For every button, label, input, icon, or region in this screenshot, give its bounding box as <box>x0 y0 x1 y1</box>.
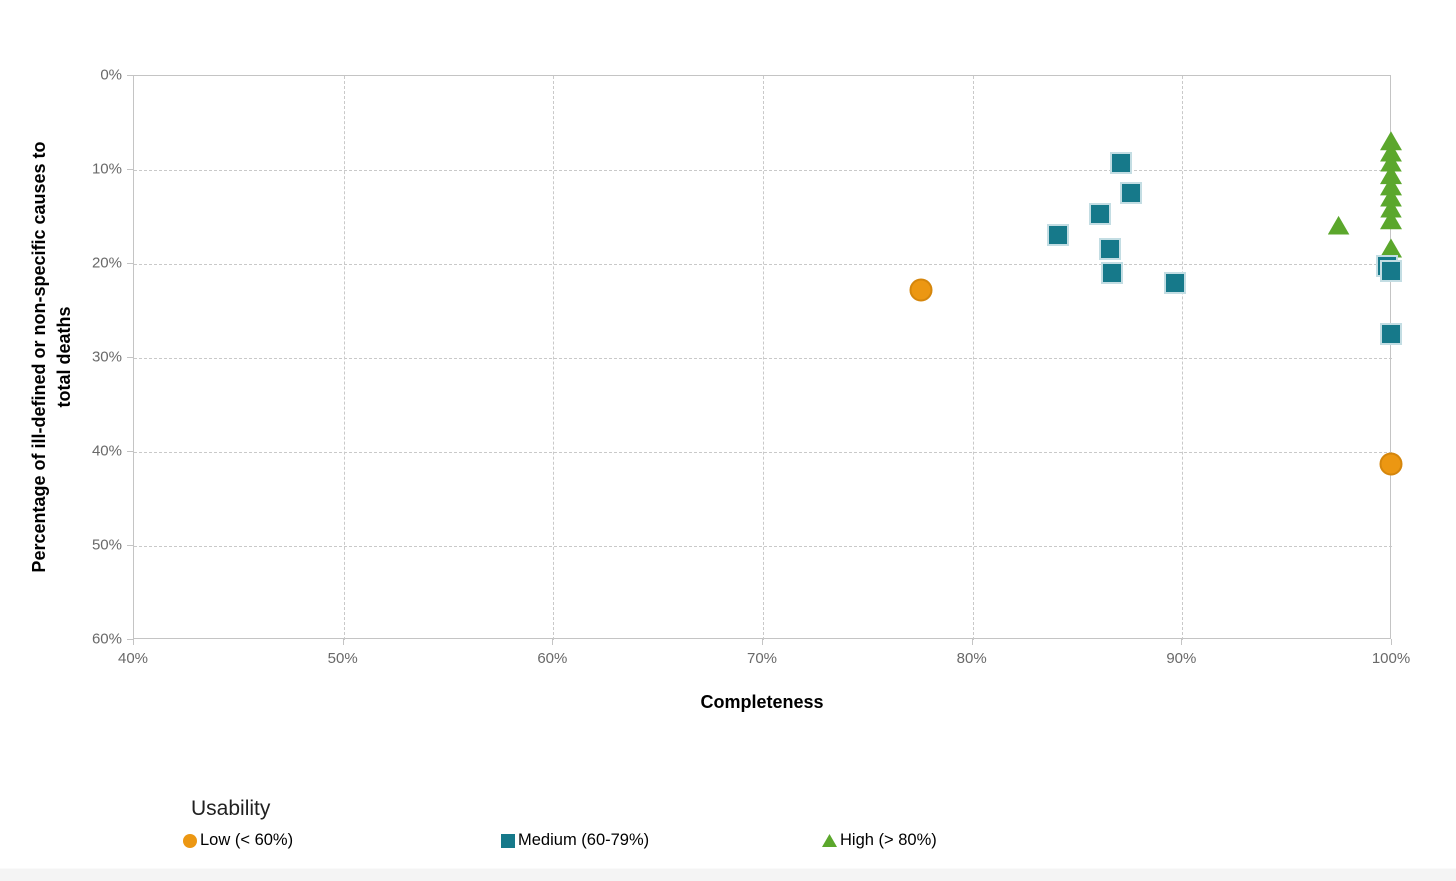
legend-item-label: Low (< 60%) <box>200 831 294 849</box>
legend-item-label: High (> 80%) <box>840 831 937 849</box>
y-tick-label: 20% <box>91 254 122 272</box>
horizontal-gridline <box>134 452 1392 453</box>
plot-area <box>133 75 1392 640</box>
data-point-square[interactable] <box>1088 203 1111 226</box>
x-axis-tick <box>971 639 973 645</box>
x-axis-tick <box>552 639 554 645</box>
y-tick-label: 10% <box>91 160 122 178</box>
data-point-square[interactable] <box>1101 262 1124 285</box>
y-axis-title-line1: Percentage of ill-defined or non-specifi… <box>29 141 49 573</box>
y-axis-tick <box>127 263 133 264</box>
data-point-square[interactable] <box>1164 271 1187 294</box>
square-legend-icon <box>501 833 515 848</box>
horizontal-gridline <box>134 264 1392 265</box>
x-axis-tick <box>342 639 344 645</box>
data-point-square[interactable] <box>1099 237 1122 260</box>
y-tick-label: 50% <box>91 536 122 554</box>
x-tick-label: 70% <box>746 650 778 667</box>
y-axis-tick <box>127 545 133 546</box>
y-axis-tick <box>127 169 133 170</box>
y-axis-tick <box>127 357 133 358</box>
y-axis-title: Percentage of ill-defined or non-specifi… <box>27 77 77 637</box>
x-tick-label: 50% <box>327 650 358 667</box>
triangle-legend-icon <box>822 834 837 847</box>
circle-legend-icon <box>183 833 197 848</box>
data-point-square[interactable] <box>1380 322 1402 345</box>
data-point-square[interactable] <box>1380 260 1402 283</box>
legend-item-label: Medium (60-79%) <box>518 831 650 849</box>
y-axis-tick <box>127 639 133 640</box>
page-bottom-strip <box>0 868 1456 881</box>
x-tick-label: 60% <box>537 650 568 667</box>
legend-item-triangle[interactable]: High (> 80%) <box>822 831 937 850</box>
horizontal-gridline <box>134 170 1392 171</box>
y-axis-tick <box>127 451 133 452</box>
x-tick-label: 90% <box>1166 650 1197 667</box>
legend-item-circle[interactable]: Low (< 60%) <box>183 831 293 850</box>
data-point-square[interactable] <box>1046 223 1069 246</box>
y-axis-tick <box>127 75 133 76</box>
data-point-circle[interactable] <box>909 278 933 302</box>
x-axis-tick <box>1391 639 1392 645</box>
y-axis-title-line2: total deaths <box>54 306 74 408</box>
data-point-square[interactable] <box>1120 181 1142 204</box>
x-axis-tick <box>762 639 763 645</box>
y-tick-label: 60% <box>91 630 122 648</box>
x-tick-label: 100% <box>1371 650 1411 667</box>
y-tick-label: 0% <box>100 66 122 84</box>
y-tick-label: 40% <box>91 442 122 460</box>
legend-item-square[interactable]: Medium (60-79%) <box>501 831 649 850</box>
x-tick-label: 80% <box>956 650 987 667</box>
x-tick-label: 40% <box>117 650 149 667</box>
data-point-square[interactable] <box>1109 152 1132 175</box>
y-tick-label: 30% <box>91 348 122 366</box>
x-axis-title: Completeness <box>700 692 824 712</box>
legend-title: Usability <box>191 797 271 820</box>
horizontal-gridline <box>134 546 1392 547</box>
data-point-circle[interactable] <box>1379 452 1403 476</box>
x-axis-tick <box>133 639 134 645</box>
x-axis-tick <box>1181 639 1183 645</box>
horizontal-gridline <box>134 358 1392 359</box>
